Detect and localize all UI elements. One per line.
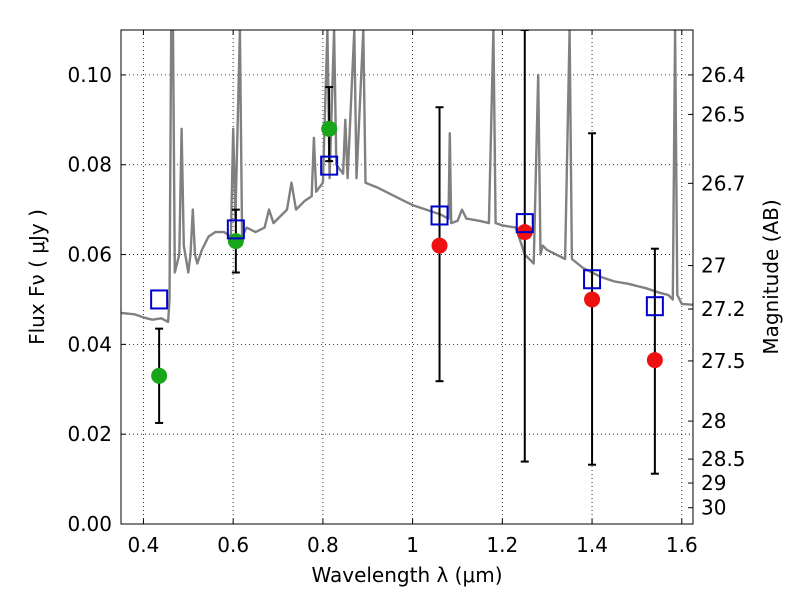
observed-point-green [227, 233, 244, 250]
y-tick-label: 0.00 [67, 512, 112, 536]
model-photometry-square [515, 213, 534, 234]
model-photometry-boxes [150, 155, 664, 317]
plot-background [121, 30, 693, 524]
y-tick-label: 0.04 [67, 332, 112, 356]
x-tick-label: 1 [406, 533, 419, 557]
magnitude-tick-label: 27 [701, 254, 726, 278]
right-axis-label: Magnitude (AB) [759, 199, 783, 354]
magnitude-tick-label: 28.5 [701, 447, 746, 471]
magnitude-tick-label: 27.2 [701, 297, 746, 321]
observed-point-red [646, 352, 663, 369]
model-spectrum-line [121, 30, 693, 324]
observed-point-green [321, 120, 338, 137]
x-tick-label: 0.8 [307, 533, 339, 557]
y-tick-label: 0.08 [67, 153, 112, 177]
magnitude-tick-label: 26.5 [701, 102, 746, 126]
observed-point-red [584, 291, 601, 308]
y-tick-label: 0.02 [67, 422, 112, 446]
observed-point-red [431, 237, 448, 254]
magnitude-tick-label: 26.4 [701, 63, 746, 87]
x-tick-label: 1.6 [666, 533, 698, 557]
plot-frame [120, 29, 694, 525]
magnitude-tick-label: 27.5 [701, 349, 746, 373]
y-tick-label: 0.06 [67, 243, 112, 267]
x-tick-label: 0.6 [217, 533, 249, 557]
error-bar [520, 30, 529, 463]
magnitude-tick-label: 29 [701, 471, 726, 495]
observed-point-green [151, 367, 168, 384]
observed-points [151, 120, 663, 384]
plot-area [121, 30, 693, 475]
x-axis-label: Wavelength λ (μm) [311, 563, 502, 587]
model-photometry-square [645, 296, 664, 317]
magnitude-tick-label: 30 [701, 496, 726, 520]
model-photometry-square [583, 269, 602, 290]
y-axis-ticks: 0.00 0.02 0.04 0.06 0.08 0.10 [67, 63, 126, 536]
y-axis-label: Flux Fν ( μJy ) [25, 209, 49, 345]
model-photometry-square [430, 205, 449, 226]
x-tick-label: 0.4 [128, 533, 160, 557]
magnitude-tick-label: 26.7 [701, 171, 746, 195]
model-photometry-square [226, 219, 245, 240]
model-photometry-square [320, 155, 339, 176]
magnitude-tick-label: 28 [701, 409, 726, 433]
x-tick-label: 1.2 [486, 533, 518, 557]
model-photometry-square [150, 289, 169, 310]
x-axis-ticks: 0.4 0.6 0.8 1 1.2 1.4 1.6 [128, 30, 698, 557]
x-tick-label: 1.4 [576, 533, 608, 557]
y-tick-label: 0.10 [67, 63, 112, 87]
